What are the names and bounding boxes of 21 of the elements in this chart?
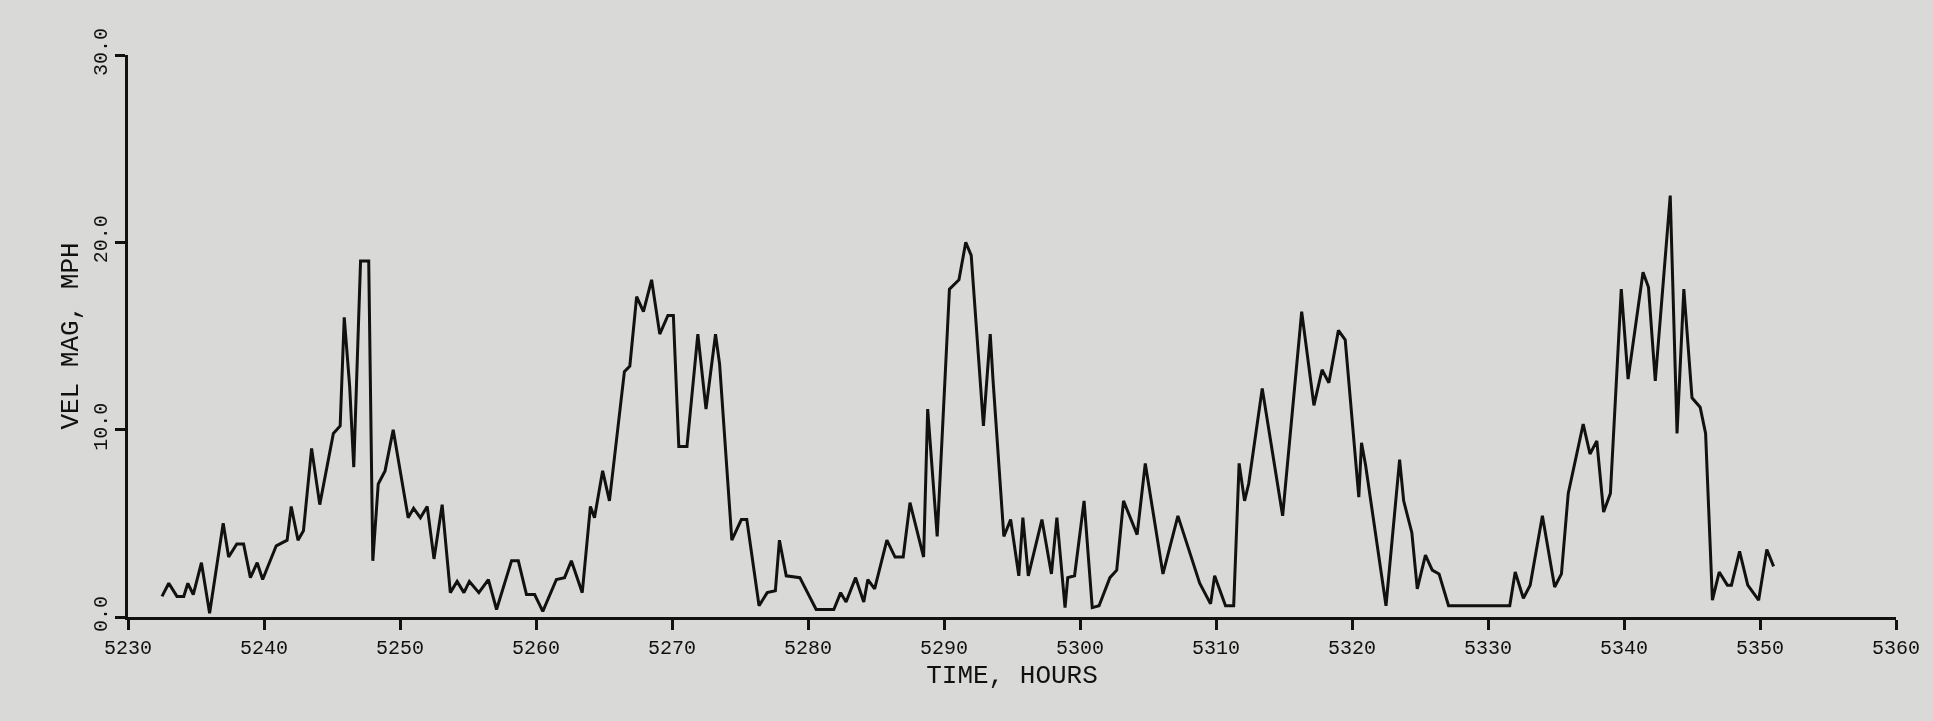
y-tick-label: 20.0 xyxy=(90,215,113,264)
x-tick-label: 5290 xyxy=(919,637,969,660)
line-series xyxy=(160,194,1776,615)
y-tick-label: 0.0 xyxy=(90,595,113,633)
x-tick-label: 5270 xyxy=(647,637,697,660)
x-tick-label: 5360 xyxy=(1871,637,1921,660)
x-tick-label: 5280 xyxy=(783,637,833,660)
y-axis-title: VEL MAG, MPH xyxy=(56,242,87,430)
x-tick-label: 5250 xyxy=(375,637,425,660)
x-tick-label: 5330 xyxy=(1463,637,1513,660)
x-tick-label: 5300 xyxy=(1055,637,1105,660)
x-axis-title: TIME, HOURS xyxy=(926,660,1098,691)
x-tick-label: 5340 xyxy=(1599,637,1649,660)
x-tick-label: 5310 xyxy=(1191,637,1241,660)
x-tick-label: 5260 xyxy=(511,637,561,660)
x-tick-label: 5230 xyxy=(103,637,153,660)
x-tick-label: 5350 xyxy=(1735,637,1785,660)
y-tick-label: 10.0 xyxy=(90,402,113,451)
x-tick-label: 5240 xyxy=(239,637,289,660)
x-tick-label: 5320 xyxy=(1327,637,1377,660)
y-tick-label: 30.0 xyxy=(90,27,113,77)
